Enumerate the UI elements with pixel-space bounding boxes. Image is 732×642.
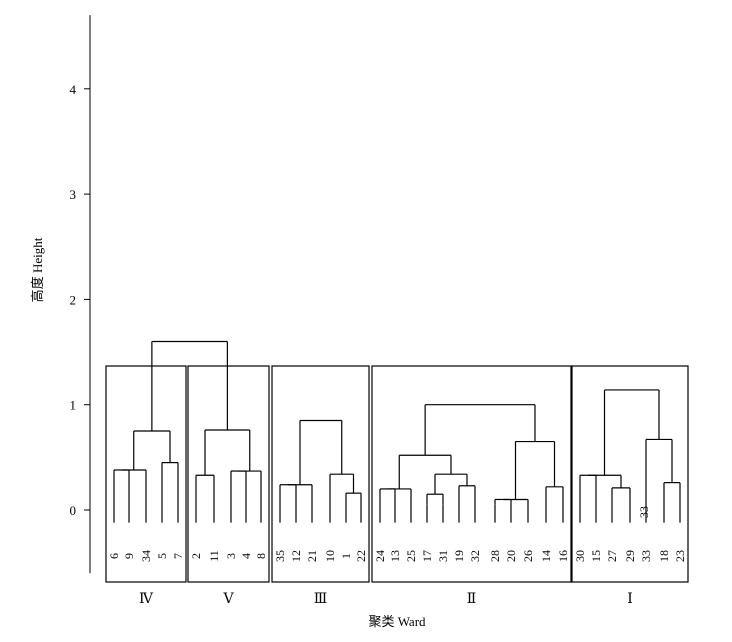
leaf-label: 25 bbox=[404, 550, 418, 562]
cluster-boxes bbox=[105, 365, 689, 583]
leaf-label: 28 bbox=[488, 550, 502, 562]
cluster-box bbox=[371, 365, 572, 583]
leaf-label: 3 bbox=[224, 553, 238, 559]
leaf-label: 15 bbox=[589, 550, 603, 562]
cluster-label: Ⅰ bbox=[627, 592, 633, 607]
leaf-label: 19 bbox=[452, 550, 466, 562]
leaf-label: 11 bbox=[207, 550, 221, 562]
cluster-box bbox=[105, 365, 187, 583]
leaf-label: 17 bbox=[420, 550, 434, 562]
leaf-label: 10 bbox=[323, 550, 337, 562]
leaf-label: 30 bbox=[573, 550, 587, 562]
leaf-label: 14 bbox=[539, 550, 553, 562]
cluster-label: Ⅴ bbox=[222, 592, 234, 607]
cluster-label: Ⅲ bbox=[314, 592, 328, 607]
leaf-label: 6 bbox=[107, 553, 121, 559]
leaf-label: 35 bbox=[273, 550, 287, 562]
leaf-label: 20 bbox=[504, 550, 518, 562]
leaf-label: 16 bbox=[556, 550, 570, 562]
leaf-label: 8 bbox=[254, 553, 268, 559]
leaf-label: 5 bbox=[155, 553, 169, 559]
leaf-label: 33 bbox=[639, 550, 653, 562]
leaf-label: 24 bbox=[373, 550, 387, 562]
leaf-label: 4 bbox=[239, 553, 253, 559]
cluster-label: Ⅱ bbox=[467, 592, 477, 607]
leaf-label: 18 bbox=[657, 550, 671, 562]
leaf-label: 23 bbox=[673, 550, 687, 562]
leaf-label: 26 bbox=[521, 550, 535, 562]
leaf-label: 21 bbox=[305, 550, 319, 562]
leaf-label: 7 bbox=[171, 553, 185, 559]
leaf-label: 29 bbox=[623, 550, 637, 562]
y-axis-title: 高度 Height bbox=[30, 237, 45, 302]
leaf-label: 13 bbox=[388, 550, 402, 562]
y-tick-label: 3 bbox=[70, 187, 77, 202]
x-axis-title: 聚类 Ward bbox=[368, 614, 426, 629]
leaf-label: 34 bbox=[139, 550, 153, 562]
leaf-label: 32 bbox=[468, 550, 482, 562]
leaf-label: 12 bbox=[289, 550, 303, 562]
y-tick-label: 2 bbox=[70, 292, 77, 307]
leaf-labels: 6 9 34 5 7 2 11 3 4 8 35 12 21 10 1 22 24 13 25 17 31 19 32 28 2… bbox=[107, 550, 687, 562]
cluster-label: Ⅳ bbox=[139, 592, 154, 607]
leaf-label: 2 bbox=[189, 553, 203, 559]
leaf-label: 31 bbox=[436, 550, 450, 562]
y-tick-label: 4 bbox=[70, 82, 77, 97]
leaf-label: 22 bbox=[354, 550, 368, 562]
annotations: 33 bbox=[637, 506, 651, 518]
leaf-label: 9 bbox=[122, 553, 136, 559]
y-axis: 0 1 2 3 4 bbox=[70, 15, 91, 574]
cluster-labels: Ⅳ Ⅴ Ⅲ Ⅱ Ⅰ bbox=[139, 592, 633, 607]
annotation-label: 33 bbox=[637, 506, 651, 518]
cluster-box bbox=[571, 365, 689, 583]
dendrogram-tree bbox=[113, 340, 681, 523]
cluster-box bbox=[187, 365, 270, 583]
y-tick-label: 1 bbox=[70, 398, 77, 413]
y-tick-label: 0 bbox=[70, 503, 77, 518]
leaf-label: 1 bbox=[339, 553, 353, 559]
cluster-box bbox=[271, 365, 370, 583]
leaf-label: 27 bbox=[605, 550, 619, 562]
